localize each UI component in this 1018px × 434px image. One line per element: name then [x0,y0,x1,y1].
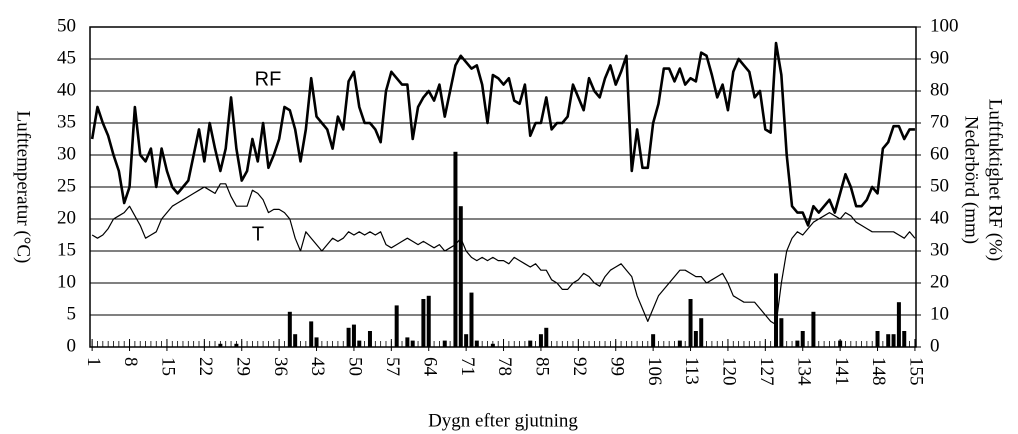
bar [544,327,549,347]
x-tick-label: 120 [719,357,740,386]
bar [405,337,410,347]
bar [357,340,362,347]
bar [693,331,698,347]
y-tick-label: 25 [57,175,76,196]
bar [218,343,223,347]
y2-axis-title: Luftfuktighet RF (%) [985,99,1006,262]
bar [293,334,298,347]
y-tick-label: 10 [57,271,76,292]
bar [896,302,901,347]
bar [875,331,880,347]
y-tick-label: 50 [57,15,76,36]
bar [902,331,907,347]
x-tick-label: 50 [345,357,366,376]
x-tick-label: 106 [644,357,665,386]
x-tick-label: 36 [270,357,291,376]
y2-tick-label: 40 [930,207,949,228]
bar [351,324,356,347]
x-tick-label: 29 [232,357,253,376]
bar [442,340,447,347]
bar [651,334,656,347]
y2-tick-label: 70 [930,111,949,132]
bar [426,295,431,347]
x-tick-label: 22 [195,357,216,376]
x-tick-label: 15 [158,357,179,376]
bar [688,299,693,347]
series-annotation: RF [255,68,282,90]
x-tick-label: 148 [868,357,889,386]
x-tick-label: 43 [307,357,328,376]
y2-tick-label: 90 [930,47,949,68]
x-tick-label: 127 [756,357,777,386]
bar [287,311,292,347]
y-tick-label: 15 [57,239,76,260]
bar [838,340,843,347]
y-tick-label: 45 [57,47,76,68]
bar [538,334,543,347]
x-tick-label: 1 [83,357,104,367]
bar [464,334,469,347]
line-series [90,41,915,227]
bar [795,340,800,347]
bar [699,318,704,347]
x-tick-label: 155 [906,357,927,386]
y2-tick-label: 50 [930,175,949,196]
bar [474,340,479,347]
bar [469,292,474,347]
y-tick-label: 35 [57,111,76,132]
bar [774,273,779,347]
x-tick-label: 99 [606,357,627,376]
bar [490,343,495,347]
bar [677,340,682,347]
y2-tick-label: 0 [930,335,940,356]
y2-tick-label: 30 [930,239,949,260]
x-tick-label: 92 [569,357,590,376]
y-tick-label: 40 [57,79,76,100]
bar [891,334,896,347]
bar [367,331,372,347]
y-axis-title: Lufttemperatur (°C) [13,111,34,264]
bar [234,343,239,347]
y2-tick-label: 60 [930,143,949,164]
bar [528,340,533,347]
x-tick-label: 8 [120,357,141,367]
y2-tick-label: 10 [930,303,949,324]
plot-frame [89,26,917,348]
x-tick-label: 78 [494,357,515,376]
bar [410,340,415,347]
bar [309,321,314,347]
y-tick-label: 5 [67,303,77,324]
y-tick-label: 0 [67,335,77,356]
bar [800,331,805,347]
y2-tick-label: 80 [930,79,949,100]
x-tick-label: 85 [532,357,553,376]
x-tick-label: 64 [419,357,440,377]
x-axis-title: Dygn efter gjutning [428,410,578,431]
y-tick-label: 30 [57,143,76,164]
y2-axis-title: Nederbörd (mm) [961,116,982,244]
bar [421,299,426,347]
bar [886,334,891,347]
bar [346,327,351,347]
series-annotation: T [252,223,264,245]
x-tick-label: 134 [793,357,814,386]
y-tick-label: 20 [57,207,76,228]
x-tick-label: 113 [681,357,702,385]
y2-tick-label: 20 [930,271,949,292]
y2-tick-label: 100 [930,15,959,36]
bar [314,337,319,347]
bar [453,151,458,347]
x-tick-label: 57 [382,357,403,376]
bar [811,311,816,347]
x-tick-label: 71 [457,357,478,376]
bar [458,206,463,347]
bar [779,318,784,347]
bar [394,305,399,347]
x-tick-label: 141 [831,357,852,386]
